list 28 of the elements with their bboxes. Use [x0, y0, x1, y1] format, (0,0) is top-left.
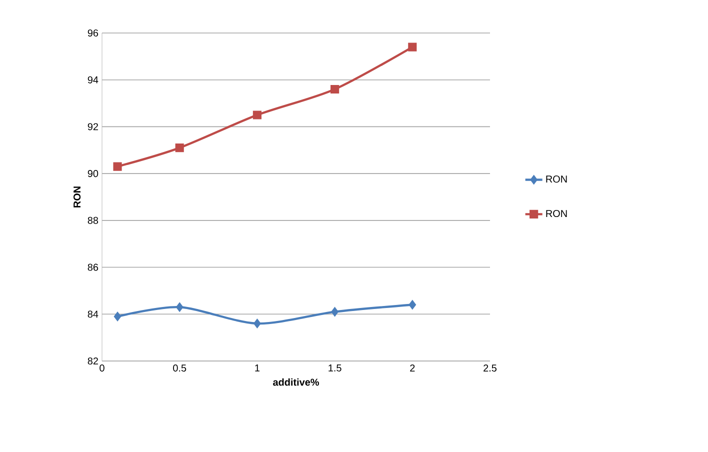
x-tick-label: 2.5 — [484, 364, 497, 372]
point — [176, 302, 184, 312]
point — [114, 312, 122, 321]
point — [113, 162, 122, 171]
legend-label: RON — [546, 176, 567, 183]
y-tick-label: 92 — [88, 123, 98, 130]
x-tick-label: 1.5 — [328, 364, 342, 372]
point — [254, 319, 261, 328]
y-tick-label: 94 — [88, 76, 98, 84]
y-axis-title: RON — [74, 186, 81, 208]
point — [408, 300, 416, 310]
y-tick-label: 96 — [88, 29, 98, 37]
x-tick-label: 2 — [410, 364, 415, 372]
point — [175, 144, 184, 152]
x-axis-title: additive% — [273, 378, 319, 386]
point — [331, 308, 338, 316]
x-tick-label: 1 — [255, 364, 260, 372]
y-tick-label: 82 — [88, 357, 98, 365]
point — [408, 42, 417, 52]
y-tick-label: 84 — [88, 310, 98, 318]
x-tick-label: 0 — [100, 364, 104, 372]
legend-label: RON — [546, 210, 567, 218]
y-tick-label: 86 — [88, 264, 98, 271]
y-tick-label: 88 — [88, 216, 98, 224]
x-tick-label: 0.5 — [173, 364, 186, 372]
point — [252, 110, 262, 120]
y-tick-label: 90 — [88, 170, 98, 178]
point — [330, 84, 340, 94]
